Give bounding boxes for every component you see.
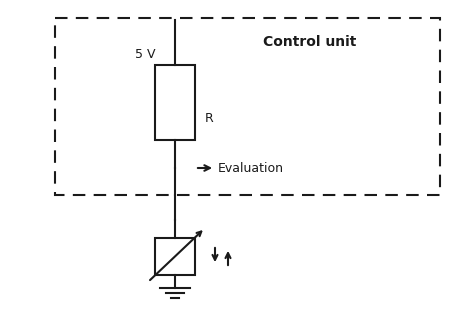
Text: Evaluation: Evaluation [218,161,284,174]
Bar [55,18,440,195]
Text: 5 V: 5 V [135,48,155,61]
Bar [155,65,195,140]
Bar [155,238,195,275]
Text: Control unit: Control unit [264,35,357,49]
Text: R: R [205,112,214,124]
